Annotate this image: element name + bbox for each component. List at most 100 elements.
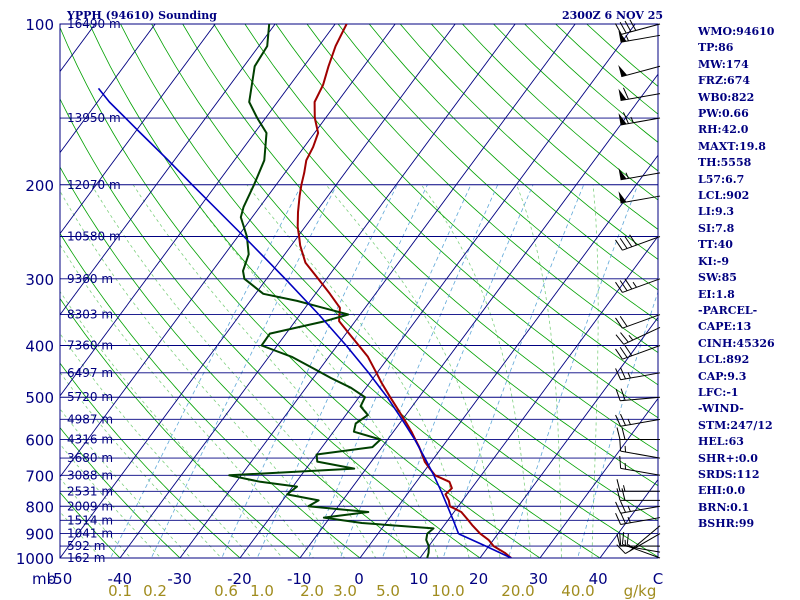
- moist-adiabat: [132, 184, 408, 558]
- index-line: RH:42.0: [698, 123, 749, 137]
- index-line: CINH:45326: [698, 336, 775, 350]
- isotherm: [60, 24, 216, 235]
- wind-barb: [616, 533, 660, 547]
- isotherm: [119, 24, 516, 558]
- moist-adiabat: [60, 243, 314, 558]
- mixing-ratio-line: [308, 184, 472, 558]
- height-label: 6497 m: [67, 366, 113, 380]
- index-line: CAP:9.3: [698, 369, 747, 383]
- dry-adiabat: [60, 491, 121, 558]
- dry-adiabat: [60, 166, 421, 558]
- dry-adiabat: [368, 24, 658, 291]
- dry-adiabat: [306, 24, 658, 354]
- isotherm: [419, 235, 658, 558]
- index-line: LCL:892: [698, 353, 750, 367]
- indices-panel: WMO:94610 TP:86 MW:174 FRZ:674 WB0:822 PW:0.6…: [698, 24, 798, 533]
- height-label: 1041 m: [67, 527, 113, 541]
- index-line: MAXT:19.8: [698, 139, 766, 153]
- mixing-ratio-tick-label: 1.0: [250, 582, 274, 600]
- dry-adiabat: [120, 24, 658, 558]
- mixing-ratio-tick-label: 0.6: [214, 582, 238, 600]
- index-line: KI:-9: [698, 254, 729, 268]
- height-label: 162 m: [67, 551, 105, 565]
- temperature-profile: [296, 24, 512, 558]
- height-label: 5720 m: [67, 390, 113, 404]
- mixing-ratio-tick-label: 10.0: [431, 582, 464, 600]
- temp-tick-label: C: [653, 570, 663, 588]
- wind-barb: [616, 479, 660, 492]
- index-line: FRZ:674: [698, 74, 751, 88]
- axis-labels: 16490 m 13950 m 12070 m 10580 m 9360 m 8303 m…: [16, 16, 663, 600]
- index-line: SRDS:112: [698, 467, 760, 481]
- moist-adiabat: [91, 184, 377, 558]
- observation-time: 2300Z 6 NOV 25: [562, 9, 664, 22]
- mixing-ratio-line: [381, 184, 534, 558]
- dry-adiabat: [151, 24, 658, 522]
- moist-adiabat: [60, 371, 222, 558]
- mixing-ratio-line: [339, 184, 499, 558]
- wind-barb: [619, 455, 661, 476]
- dry-adiabat: [399, 24, 658, 260]
- height-label: 2531 m: [67, 484, 113, 498]
- wind-barb: [615, 314, 661, 329]
- mixing-ratio-tick-label: 20.0: [501, 582, 534, 600]
- mixing-ratio-tick-label: 5.0: [376, 582, 400, 600]
- wind-barb: [616, 488, 660, 501]
- wind-barb: [615, 234, 661, 251]
- isotherm: [299, 73, 658, 558]
- dry-adiabat: [60, 97, 481, 558]
- mixing-ratio-tick-label: g/kg: [624, 582, 657, 600]
- pressure-tick-label: 600: [25, 432, 54, 450]
- index-line: -WIND-: [698, 402, 744, 416]
- moist-adiabat: [60, 408, 192, 558]
- pressure-tick-label: 300: [25, 271, 54, 289]
- height-label: 13950 m: [67, 111, 121, 125]
- pressure-tick-label: 500: [25, 389, 54, 407]
- temp-tick-label: -30: [167, 570, 192, 588]
- index-line: WB0:822: [698, 90, 755, 104]
- wind-barb: [618, 87, 661, 102]
- isotherm: [179, 24, 576, 558]
- wind-barb: [618, 191, 661, 204]
- isotherm: [359, 154, 658, 558]
- isobars: [59, 23, 659, 559]
- wind-barb: [616, 427, 660, 441]
- wind-barb: [618, 65, 661, 78]
- height-label: 3088 m: [67, 468, 113, 482]
- mixing-ratio-tick-label: 0.2: [143, 582, 167, 600]
- moist-adiabat: [60, 190, 345, 558]
- wind-barb: [615, 413, 661, 427]
- isotherm: [60, 24, 276, 316]
- moist-adiabat: [591, 184, 599, 558]
- wind-barb: [619, 438, 661, 459]
- wind-barb: [614, 19, 661, 35]
- height-label: 10580 m: [67, 229, 121, 243]
- height-label: 4987 m: [67, 412, 113, 426]
- moist-adiabats: [60, 184, 599, 558]
- wind-barb: [615, 345, 661, 360]
- pressure-tick-label: 400: [25, 338, 54, 356]
- pressure-tick-label: 900: [25, 526, 54, 544]
- index-line: LCL:902: [698, 189, 750, 203]
- index-line: SHR+:0.0: [698, 451, 758, 465]
- index-line: BSHR:99: [698, 517, 755, 531]
- wind-barb: [615, 512, 661, 526]
- index-line: TP:86: [698, 41, 734, 55]
- temp-tick-label: -40: [108, 570, 133, 588]
- index-line: L57:6.7: [698, 172, 745, 186]
- plot-frame: [59, 23, 659, 559]
- mixing-ratio-tick-label: 40.0: [561, 582, 594, 600]
- index-line: TH:5558: [698, 156, 752, 170]
- pressure-unit-label: mb: [32, 570, 56, 588]
- dry-adiabat: [275, 24, 658, 386]
- moist-adiabat: [325, 184, 501, 558]
- dry-adiabats: [60, 24, 658, 558]
- wind-barb: [627, 525, 661, 552]
- moist-adiabat: [60, 290, 283, 558]
- mixing-ratio-line: [150, 184, 338, 558]
- pressure-tick-label: 700: [25, 467, 54, 485]
- temp-tick-label: 40: [589, 570, 608, 588]
- dry-adiabat: [60, 426, 181, 558]
- height-label: 1514 m: [67, 513, 113, 527]
